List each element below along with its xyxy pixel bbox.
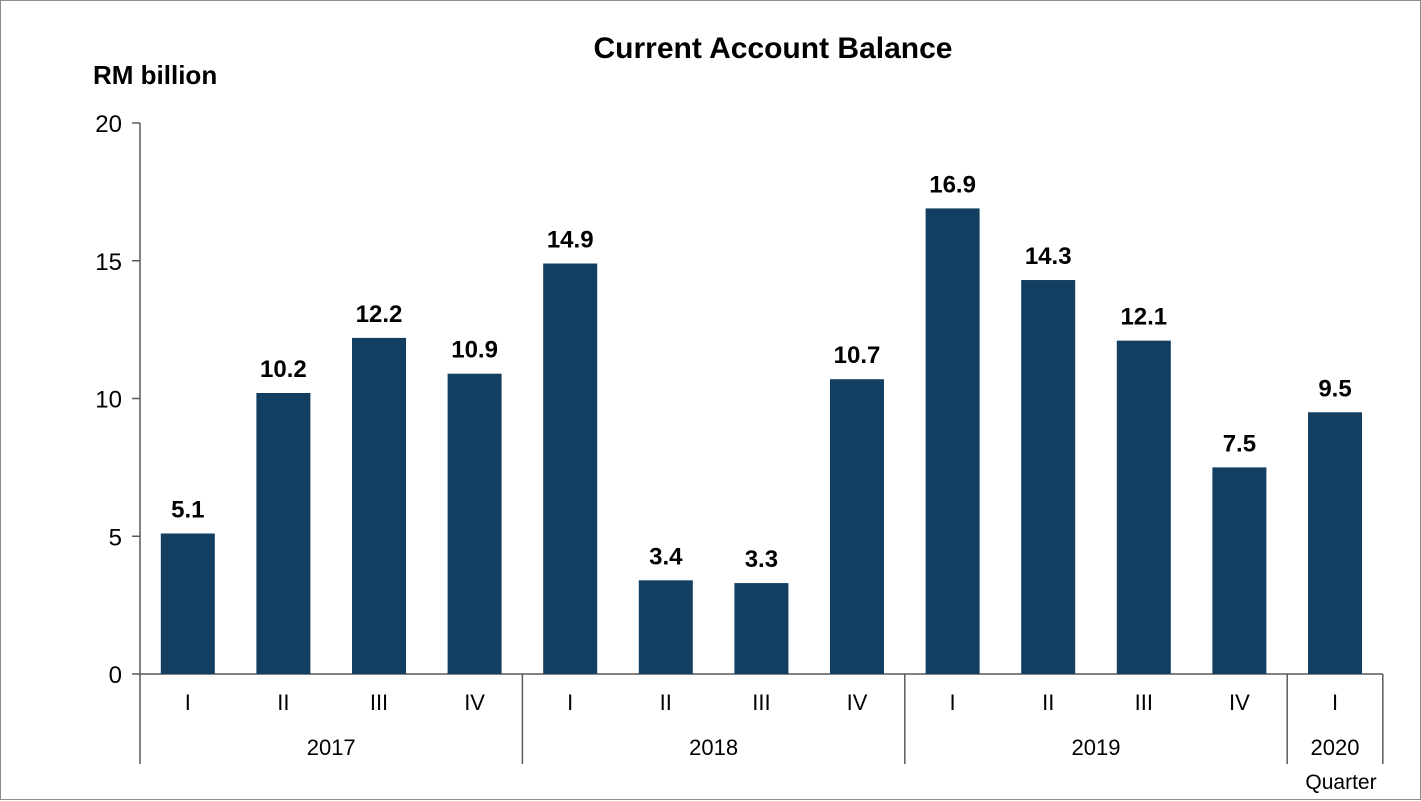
bar xyxy=(160,533,215,674)
x-group-label: 2020 xyxy=(1311,735,1360,760)
plot-area: 051015205.1I10.2II12.2III10.9IV14.9I3.4I… xyxy=(95,111,1384,764)
chart-title: Current Account Balance xyxy=(594,32,953,65)
data-label: 9.5 xyxy=(1318,375,1351,402)
x-category-label: IV xyxy=(1229,690,1250,715)
bar xyxy=(256,392,311,674)
bar xyxy=(1308,412,1362,674)
bar xyxy=(543,263,598,674)
x-category-label: I xyxy=(1332,690,1338,715)
x-category-label: II xyxy=(277,690,289,715)
data-label: 3.3 xyxy=(745,546,778,573)
bar xyxy=(352,337,406,674)
y-tick-label: 20 xyxy=(95,111,122,138)
x-category-label: III xyxy=(1135,690,1153,715)
x-category-label: IV xyxy=(464,690,485,715)
x-category-label: IV xyxy=(847,690,868,715)
data-label: 5.1 xyxy=(171,496,204,523)
x-category-label: I xyxy=(185,690,191,715)
x-group-label: 2017 xyxy=(307,735,356,760)
bar xyxy=(1021,280,1076,674)
x-category-label: III xyxy=(752,690,770,715)
x-category-label: I xyxy=(567,690,573,715)
data-label: 16.9 xyxy=(929,171,976,198)
y-tick-label: 10 xyxy=(95,387,122,414)
x-group-label: 2018 xyxy=(689,735,738,760)
bar xyxy=(1212,467,1267,674)
data-label: 10.9 xyxy=(451,337,498,364)
x-category-label: III xyxy=(370,690,388,715)
y-axis-unit-label: RM billion xyxy=(93,60,217,90)
data-label: 12.2 xyxy=(356,301,403,328)
bar xyxy=(638,580,693,674)
y-tick-label: 15 xyxy=(95,249,122,276)
data-label: 12.1 xyxy=(1120,304,1167,331)
x-category-label: II xyxy=(660,690,672,715)
bar xyxy=(830,379,884,674)
bar xyxy=(925,208,980,674)
data-label: 7.5 xyxy=(1223,430,1256,457)
y-tick-label: 5 xyxy=(109,524,122,551)
data-label: 14.3 xyxy=(1025,243,1072,270)
bar xyxy=(447,373,502,674)
x-category-label: I xyxy=(950,690,956,715)
y-tick-label: 0 xyxy=(109,662,122,689)
data-label: 10.2 xyxy=(260,356,307,383)
bar xyxy=(1116,340,1171,674)
x-category-label: II xyxy=(1042,690,1054,715)
data-label: 14.9 xyxy=(547,227,594,254)
data-label: 3.4 xyxy=(649,543,683,570)
bar xyxy=(734,583,789,674)
x-axis-title: Quarter xyxy=(1305,771,1376,794)
x-group-label: 2019 xyxy=(1072,735,1121,760)
data-label: 10.7 xyxy=(834,342,881,369)
